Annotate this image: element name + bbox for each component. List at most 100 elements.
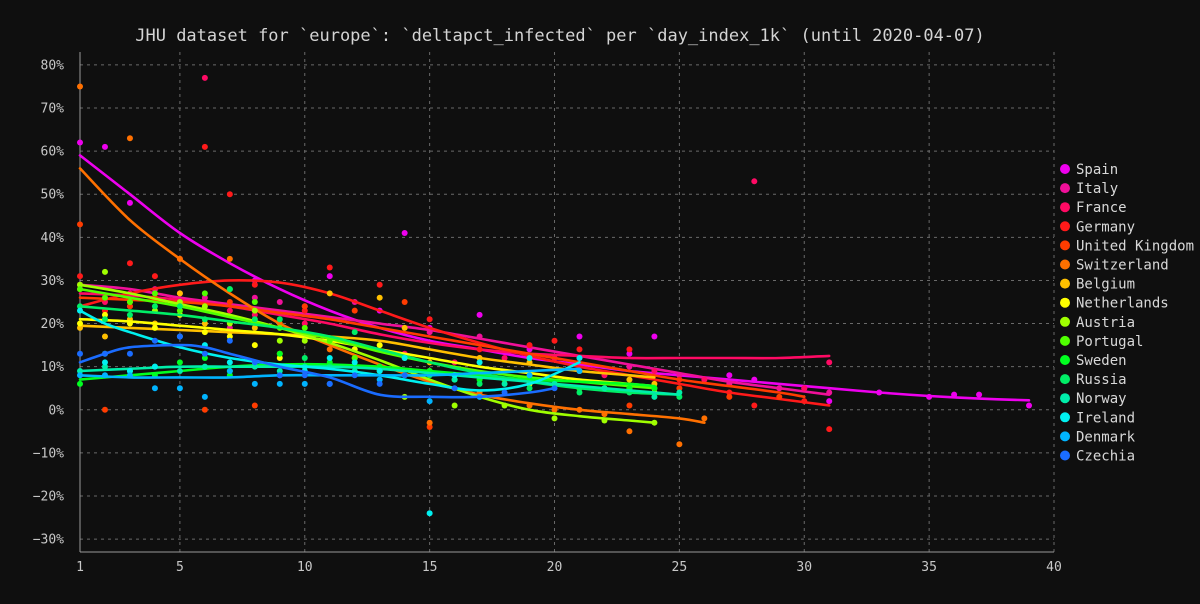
data-point-spain: [826, 398, 833, 405]
data-point-russia: [77, 303, 83, 310]
data-point-sweden: [651, 385, 658, 392]
legend-marker-ireland: [1060, 412, 1070, 423]
data-point-norway: [251, 363, 258, 370]
legend-label-united-kingdom: United Kingdom: [1076, 238, 1194, 254]
legend-label-netherlands: Netherlands: [1076, 296, 1169, 312]
data-point-switzerland: [176, 255, 183, 262]
y-tick-label: 20%: [41, 317, 65, 332]
data-point-germany: [77, 273, 83, 280]
x-tick-label: 40: [1046, 560, 1062, 575]
data-point-austria: [77, 281, 83, 288]
legend-item-sweden: Sweden: [1060, 353, 1127, 369]
data-point-germany: [151, 273, 158, 280]
data-point-austria: [201, 303, 208, 310]
data-point-united-kingdom: [126, 303, 133, 310]
data-point-russia: [126, 311, 133, 318]
data-point-spain: [476, 311, 483, 318]
legend-item-portugal: Portugal: [1060, 334, 1143, 350]
axis-layer: −30%−20%−10%0%10%20%30%40%50%60%70%80%1 5…: [33, 52, 1062, 575]
y-tick-label: 80%: [41, 58, 65, 73]
legend-label-ireland: Ireland: [1076, 410, 1135, 426]
data-point-denmark: [251, 380, 258, 387]
data-point-germany: [201, 143, 208, 150]
y-tick-label: −20%: [33, 489, 64, 504]
y-tick-label: 40%: [41, 231, 65, 246]
data-point-czechia: [276, 372, 283, 379]
data-point-czechia: [551, 385, 558, 392]
legend-label-russia: Russia: [1076, 372, 1127, 388]
data-point-united-kingdom: [301, 303, 308, 310]
data-point-ireland: [326, 355, 333, 362]
data-point-ireland: [101, 359, 108, 366]
legend-marker-austria: [1060, 316, 1070, 327]
data-point-italy: [201, 294, 208, 301]
legend-label-switzerland: Switzerland: [1076, 258, 1169, 274]
data-point-austria: [501, 402, 508, 409]
data-point-czechia: [101, 350, 108, 357]
legend-marker-united-kingdom: [1060, 240, 1070, 251]
data-point-italy: [776, 385, 783, 392]
legend-marker-switzerland: [1060, 259, 1070, 270]
data-point-switzerland: [601, 411, 608, 418]
data-point-belgium: [201, 320, 208, 327]
x-tick-label: 5: [176, 560, 184, 575]
grid-layer: [79, 52, 1055, 552]
x-tick-label: 25: [672, 560, 688, 575]
data-point-denmark: [301, 380, 308, 387]
data-point-norway: [77, 367, 83, 374]
data-point-austria: [451, 402, 458, 409]
data-point-spain: [326, 273, 333, 280]
data-point-russia: [151, 303, 158, 310]
data-point-belgium: [101, 333, 108, 340]
data-point-russia: [576, 389, 583, 396]
data-point-italy: [276, 299, 283, 305]
series-switzerland: [77, 83, 708, 448]
data-point-russia: [476, 380, 483, 387]
y-tick-label: 10%: [41, 360, 65, 375]
data-point-italy: [426, 329, 433, 336]
data-point-united-kingdom: [726, 393, 733, 400]
series-france: [77, 74, 833, 392]
data-point-sweden: [176, 359, 183, 366]
data-point-france: [651, 367, 658, 374]
legend-item-italy: Italy: [1060, 181, 1118, 197]
data-point-russia: [301, 355, 308, 362]
data-point-germany: [801, 398, 808, 405]
legend-item-czechia: Czechia: [1060, 449, 1135, 465]
data-point-united-kingdom: [426, 424, 433, 430]
data-point-norway: [176, 367, 183, 374]
legend-marker-russia: [1060, 374, 1070, 385]
data-point-denmark: [576, 367, 583, 374]
data-point-germany: [426, 316, 433, 323]
data-point-spain: [951, 391, 958, 398]
legend-marker-germany: [1060, 221, 1070, 232]
data-point-austria: [276, 337, 283, 344]
legend-item-france: France: [1060, 200, 1127, 216]
data-point-norway: [451, 376, 458, 383]
data-point-france: [751, 178, 758, 185]
data-point-germany: [376, 281, 383, 288]
data-point-russia: [251, 316, 258, 323]
data-point-austria: [101, 268, 108, 275]
data-point-sweden: [77, 380, 83, 387]
legend: Spain Italy France Germany United Kingdom Swi…: [1060, 162, 1194, 465]
data-point-netherlands: [201, 329, 208, 336]
legend-item-spain: Spain: [1060, 162, 1118, 178]
data-point-portugal: [126, 299, 133, 305]
data-point-switzerland: [676, 441, 683, 448]
y-tick-label: 50%: [41, 188, 65, 203]
data-point-czechia: [301, 372, 308, 379]
data-point-czechia: [176, 333, 183, 340]
data-point-czechia: [126, 350, 133, 357]
data-point-italy: [476, 333, 483, 340]
data-point-portugal: [201, 290, 208, 297]
data-point-czechia: [251, 359, 258, 366]
data-point-germany: [626, 346, 633, 353]
data-point-spain: [926, 393, 933, 400]
data-point-belgium: [77, 324, 83, 331]
x-tick-label: 30: [796, 560, 812, 575]
data-point-belgium: [401, 324, 408, 331]
legend-item-germany: Germany: [1060, 219, 1135, 235]
y-tick-label: 70%: [41, 102, 65, 117]
